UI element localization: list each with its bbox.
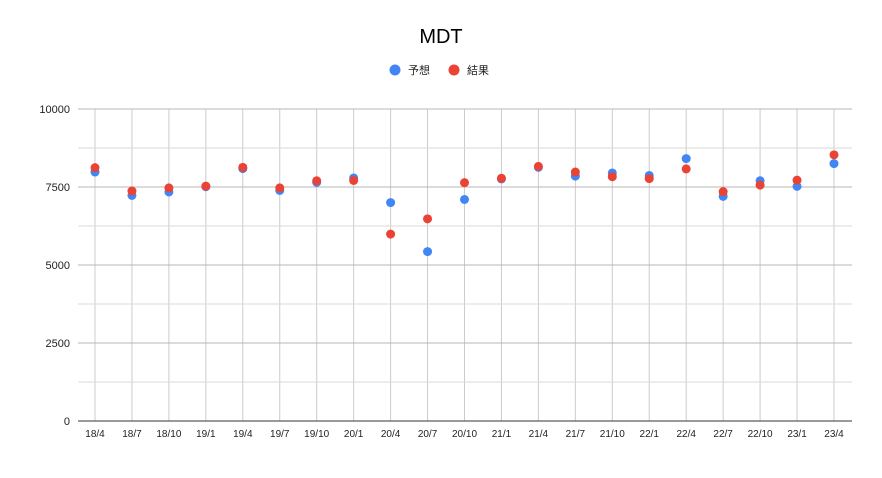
forecast-point[interactable] (460, 194, 469, 204)
x-tick-label: 21/10 (600, 429, 625, 440)
result-point[interactable] (607, 172, 617, 182)
result-point[interactable] (349, 175, 359, 185)
legend-item-forecast[interactable]: 予想 (389, 63, 431, 77)
x-tick-label: 19/7 (270, 429, 290, 440)
legend[interactable]: 予想 結果 (389, 63, 490, 77)
legend-item-result[interactable]: 結果 (448, 63, 490, 77)
x-tick-label: 19/4 (233, 429, 253, 440)
result-point[interactable] (755, 180, 765, 190)
result-point[interactable] (423, 214, 433, 224)
x-tick-label: 20/7 (418, 429, 438, 440)
result-point[interactable] (164, 183, 174, 193)
result-point[interactable] (201, 181, 211, 191)
forecast-point[interactable] (681, 154, 691, 164)
x-tick-label: 19/1 (196, 429, 216, 440)
x-tick-label: 18/7 (122, 429, 142, 440)
x-tick-label: 21/4 (529, 429, 549, 440)
y-tick-label: 2500 (46, 338, 70, 350)
forecast-point[interactable] (423, 247, 433, 257)
x-tick-label: 23/4 (824, 429, 844, 440)
x-tick-label: 21/7 (566, 429, 586, 440)
data-points (90, 150, 839, 257)
result-point[interactable] (386, 229, 396, 239)
x-tick-label: 18/4 (85, 429, 105, 440)
x-tick-label: 22/10 (748, 429, 773, 440)
y-tick-label: 5000 (46, 260, 70, 272)
x-tick-label: 22/1 (640, 429, 660, 440)
chart-title: MDT (419, 26, 462, 48)
legend-marker (389, 64, 401, 76)
legend-label: 結果 (467, 63, 489, 77)
grid (78, 108, 852, 421)
result-point[interactable] (238, 162, 248, 172)
forecast-point[interactable] (829, 159, 839, 169)
axes: 0 2500 5000 7500 10000 18/4 18/7 18/10 19/1 19/4 1… (39, 104, 852, 440)
x-tick-label: 23/1 (787, 429, 807, 440)
y-tick-label: 10000 (39, 104, 70, 116)
result-point[interactable] (829, 150, 839, 160)
result-point[interactable] (275, 183, 285, 193)
x-tick-label: 20/1 (344, 429, 364, 440)
forecast-point[interactable] (792, 181, 802, 191)
result-point[interactable] (681, 164, 691, 174)
result-point[interactable] (312, 176, 322, 186)
result-point[interactable] (127, 186, 137, 196)
result-point[interactable] (718, 187, 728, 197)
x-tick-label: 18/10 (156, 429, 181, 440)
x-tick-label: 20/10 (452, 429, 477, 440)
legend-label: 予想 (408, 63, 430, 77)
forecast-point[interactable] (386, 198, 396, 208)
x-tick-label: 21/1 (492, 429, 512, 440)
result-point[interactable] (496, 173, 506, 183)
result-point[interactable] (90, 163, 100, 173)
result-point[interactable] (792, 175, 802, 185)
x-tick-label: 19/10 (304, 429, 329, 440)
title-area: MDT (419, 26, 462, 48)
result-point[interactable] (644, 174, 654, 184)
x-tick-label: 22/7 (713, 429, 733, 440)
result-point[interactable] (533, 161, 543, 171)
y-tick-label: 0 (64, 416, 70, 428)
x-tick-label: 20/4 (381, 429, 401, 440)
legend-marker (448, 64, 460, 76)
y-tick-label: 7500 (46, 182, 70, 194)
x-tick-label: 22/4 (676, 429, 696, 440)
result-point[interactable] (460, 178, 469, 188)
result-point[interactable] (570, 167, 580, 177)
